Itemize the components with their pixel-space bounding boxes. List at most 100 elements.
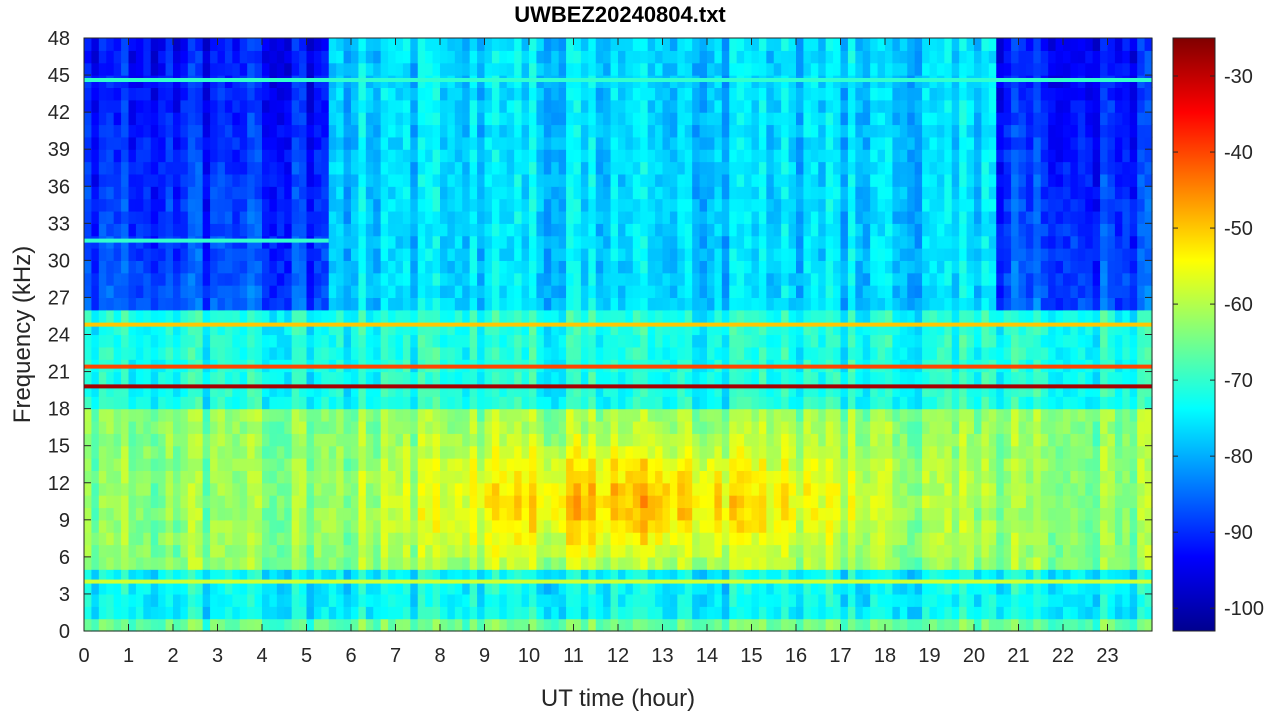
heatmap-cell: [469, 87, 478, 101]
heatmap-cell: [632, 136, 641, 150]
heatmap-cell: [573, 260, 582, 274]
heatmap-cell: [818, 581, 827, 595]
heatmap-cell: [840, 161, 849, 175]
heatmap-cell: [796, 606, 805, 620]
heatmap-cell: [529, 99, 538, 113]
heatmap-cell: [558, 322, 567, 336]
heatmap-cell: [284, 322, 293, 336]
heatmap-cell: [365, 124, 374, 138]
heatmap-cell: [269, 161, 278, 175]
heatmap-cell: [440, 50, 449, 64]
heatmap-cell: [684, 556, 693, 570]
heatmap-cell: [707, 581, 716, 595]
heatmap-cell: [425, 149, 434, 163]
heatmap-cell: [113, 495, 122, 509]
heatmap-cell: [833, 161, 842, 175]
heatmap-cell: [847, 161, 856, 175]
heatmap-cell: [751, 124, 760, 138]
heatmap-cell: [788, 223, 797, 237]
heatmap-cell: [588, 248, 597, 261]
heatmap-cell: [491, 112, 500, 126]
heatmap-cell: [825, 173, 834, 187]
heatmap-cell: [551, 173, 560, 187]
heatmap-cell: [284, 618, 293, 632]
heatmap-cell: [825, 235, 834, 249]
heatmap-cell: [98, 445, 107, 459]
heatmap-cell: [402, 408, 411, 422]
heatmap-cell: [173, 50, 182, 64]
heatmap-cell: [351, 507, 360, 521]
heatmap-cell: [328, 495, 337, 509]
heatmap-cell: [410, 223, 419, 237]
heatmap-cell: [714, 495, 723, 509]
heatmap-cell: [98, 173, 107, 187]
heatmap-cell: [158, 161, 167, 175]
heatmap-cell: [262, 309, 271, 323]
heatmap-cell: [276, 173, 285, 187]
heatmap-cell: [210, 87, 219, 101]
heatmap-cell: [158, 248, 167, 261]
heatmap-cell: [299, 38, 308, 51]
heatmap-cell: [269, 334, 278, 348]
heatmap-cell: [440, 272, 449, 286]
heatmap-cell: [847, 248, 856, 261]
heatmap-cell: [291, 470, 300, 484]
heatmap-cell: [536, 334, 545, 348]
heatmap-cell: [180, 62, 189, 76]
heatmap-cell: [632, 495, 641, 509]
heatmap-cell: [751, 62, 760, 76]
heatmap-cell: [640, 556, 649, 570]
heatmap-cell: [491, 445, 500, 459]
heatmap-cell: [195, 173, 204, 187]
heatmap-cell: [491, 482, 500, 496]
heatmap-cell: [491, 532, 500, 546]
heatmap-cell: [328, 124, 337, 138]
heatmap-cell: [440, 260, 449, 274]
heatmap-cell: [254, 136, 263, 150]
heatmap-cell: [758, 482, 767, 496]
heatmap-cell: [165, 210, 174, 224]
heatmap-cell: [121, 248, 130, 261]
heatmap-cell: [284, 606, 293, 620]
heatmap-cell: [766, 420, 775, 434]
heatmap-cell: [239, 618, 248, 632]
heatmap-cell: [269, 593, 278, 607]
heatmap-cell: [239, 346, 248, 360]
heatmap-cell: [135, 408, 144, 422]
heatmap-cell: [321, 606, 330, 620]
heatmap-cell: [462, 519, 471, 533]
heatmap-cell: [388, 593, 397, 607]
heatmap-cell: [180, 112, 189, 126]
heatmap-cell: [210, 408, 219, 422]
heatmap-cell: [543, 581, 552, 595]
heatmap-cell: [543, 458, 552, 471]
heatmap-cell: [521, 161, 530, 175]
heatmap-cell: [477, 161, 486, 175]
heatmap-cell: [707, 285, 716, 299]
heatmap-cell: [98, 383, 107, 397]
heatmap-cell: [239, 99, 248, 113]
heatmap-cell: [588, 50, 597, 64]
heatmap-cell: [588, 309, 597, 323]
heatmap-cell: [529, 556, 538, 570]
heatmap-cell: [684, 408, 693, 422]
heatmap-cell: [128, 532, 137, 546]
heatmap-cell: [121, 285, 130, 299]
heatmap-cell: [343, 99, 352, 113]
heatmap-cell: [551, 50, 560, 64]
heatmap-cell: [758, 581, 767, 595]
heatmap-cell: [254, 297, 263, 311]
heatmap-cell: [603, 593, 612, 607]
heatmap-cell: [402, 210, 411, 224]
heatmap-cell: [432, 285, 441, 299]
heatmap-cell: [358, 556, 367, 570]
heatmap-cell: [521, 519, 530, 533]
heatmap-cell: [714, 408, 723, 422]
heatmap-cell: [106, 248, 115, 261]
heatmap-cell: [150, 198, 159, 212]
heatmap-cell: [840, 445, 849, 459]
heatmap-cell: [358, 149, 367, 163]
heatmap-cell: [91, 371, 100, 385]
heatmap-cell: [529, 50, 538, 64]
heatmap-cell: [640, 433, 649, 447]
